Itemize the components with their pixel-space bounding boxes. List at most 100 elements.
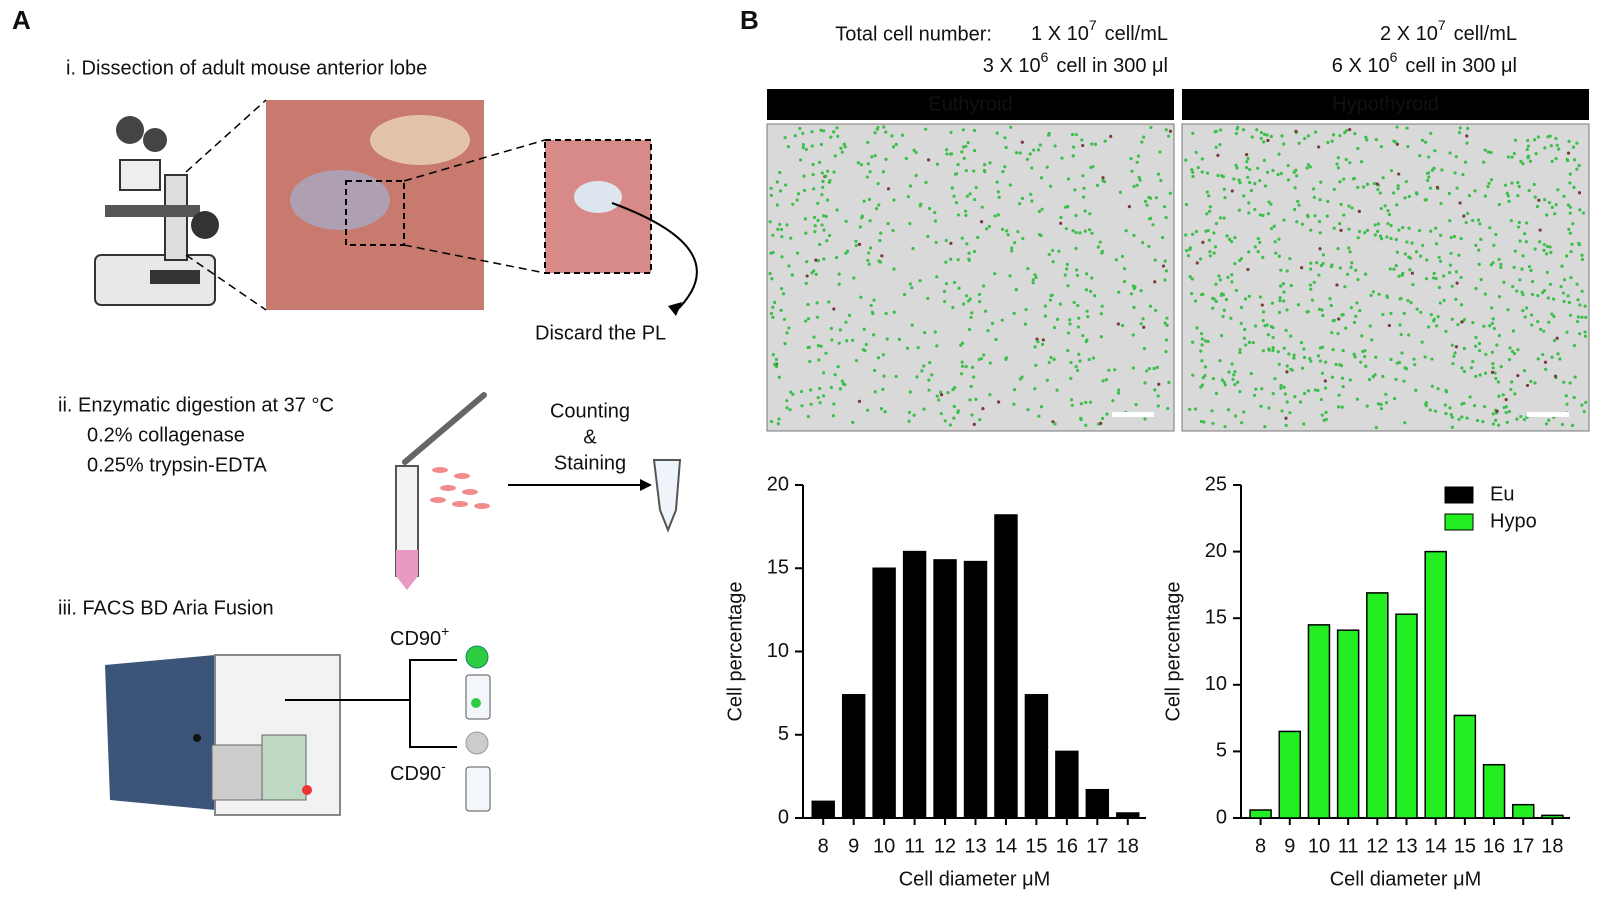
cell (1408, 268, 1412, 272)
cell (1163, 259, 1167, 263)
cell (1511, 329, 1516, 333)
cell (1570, 423, 1575, 428)
cell (1557, 147, 1561, 151)
cell (1098, 240, 1102, 244)
cell (1306, 389, 1311, 393)
text-part: CD90 (390, 763, 441, 785)
cell (1250, 135, 1254, 139)
cell (787, 264, 791, 268)
cell (1068, 318, 1072, 322)
cell (1276, 350, 1280, 354)
cell (1231, 377, 1235, 382)
cell (1320, 345, 1325, 349)
cell (1561, 291, 1566, 295)
cell (1496, 380, 1501, 384)
cell (964, 364, 968, 369)
cell (1285, 308, 1289, 312)
cell (1269, 324, 1274, 329)
cell (1003, 165, 1007, 169)
cell (1559, 285, 1563, 289)
cell (1547, 200, 1551, 205)
cell (1453, 171, 1457, 175)
cell (1517, 184, 1521, 189)
cell (1091, 356, 1096, 360)
bar (1307, 624, 1331, 819)
cell (862, 199, 866, 203)
cell (1545, 244, 1550, 249)
x-tick-label: 14 (995, 835, 1017, 857)
cell (984, 309, 988, 313)
cell (1072, 300, 1076, 305)
cell (1394, 238, 1398, 242)
cell (1256, 237, 1260, 241)
cell (1575, 141, 1579, 145)
cell (1578, 303, 1582, 307)
cell (1195, 326, 1199, 330)
arrow-label: & (583, 426, 597, 448)
cell (1300, 366, 1305, 370)
cell (890, 134, 894, 138)
cell (1065, 267, 1069, 271)
cell (1340, 405, 1344, 409)
cell (1567, 301, 1571, 305)
tissue-detail (574, 181, 622, 213)
cell (1578, 332, 1582, 336)
cell (985, 227, 989, 231)
cell (1522, 417, 1526, 422)
cell (1473, 189, 1477, 193)
cell (1247, 201, 1251, 205)
bar (1278, 730, 1302, 819)
cell (1254, 387, 1258, 391)
cell (1320, 413, 1324, 417)
cell (1320, 371, 1325, 375)
cell (986, 329, 990, 333)
cell (1534, 152, 1538, 156)
cell (1551, 297, 1556, 301)
cell (1318, 247, 1322, 251)
cell (1286, 178, 1291, 182)
cell (1544, 252, 1549, 256)
cell (1439, 201, 1443, 206)
cell (1504, 410, 1508, 415)
cell (1026, 266, 1030, 271)
cell (1238, 181, 1242, 185)
cell (1082, 195, 1086, 199)
cell (1476, 418, 1480, 423)
cell (1401, 271, 1405, 276)
cell (1503, 183, 1508, 187)
cell (1348, 127, 1352, 132)
cell (884, 157, 888, 161)
cell (1536, 294, 1540, 298)
cell (967, 251, 971, 255)
cell (1271, 168, 1275, 173)
cell (924, 180, 928, 184)
cell (1261, 310, 1266, 314)
cell (1075, 273, 1080, 278)
cell (881, 353, 885, 357)
cell (1018, 151, 1022, 155)
cell (1213, 245, 1218, 249)
cell (1375, 229, 1380, 233)
cell (1107, 368, 1111, 372)
cell (926, 234, 930, 239)
cell (1101, 176, 1105, 180)
cell (1090, 142, 1094, 146)
cell (918, 204, 922, 208)
cell (774, 357, 778, 362)
cell (1069, 398, 1074, 402)
cell (1530, 292, 1535, 297)
cell (1543, 146, 1547, 150)
cell (1137, 175, 1141, 180)
cell (1096, 245, 1101, 249)
cell (945, 152, 949, 156)
cell (918, 279, 922, 283)
cell (1569, 275, 1573, 280)
cell (1090, 276, 1094, 280)
cell (807, 345, 811, 349)
cell (1491, 261, 1495, 265)
cell (1572, 344, 1576, 348)
cell (1095, 183, 1100, 187)
cell (1426, 178, 1430, 183)
cell (1085, 309, 1089, 313)
cell (1312, 280, 1316, 284)
